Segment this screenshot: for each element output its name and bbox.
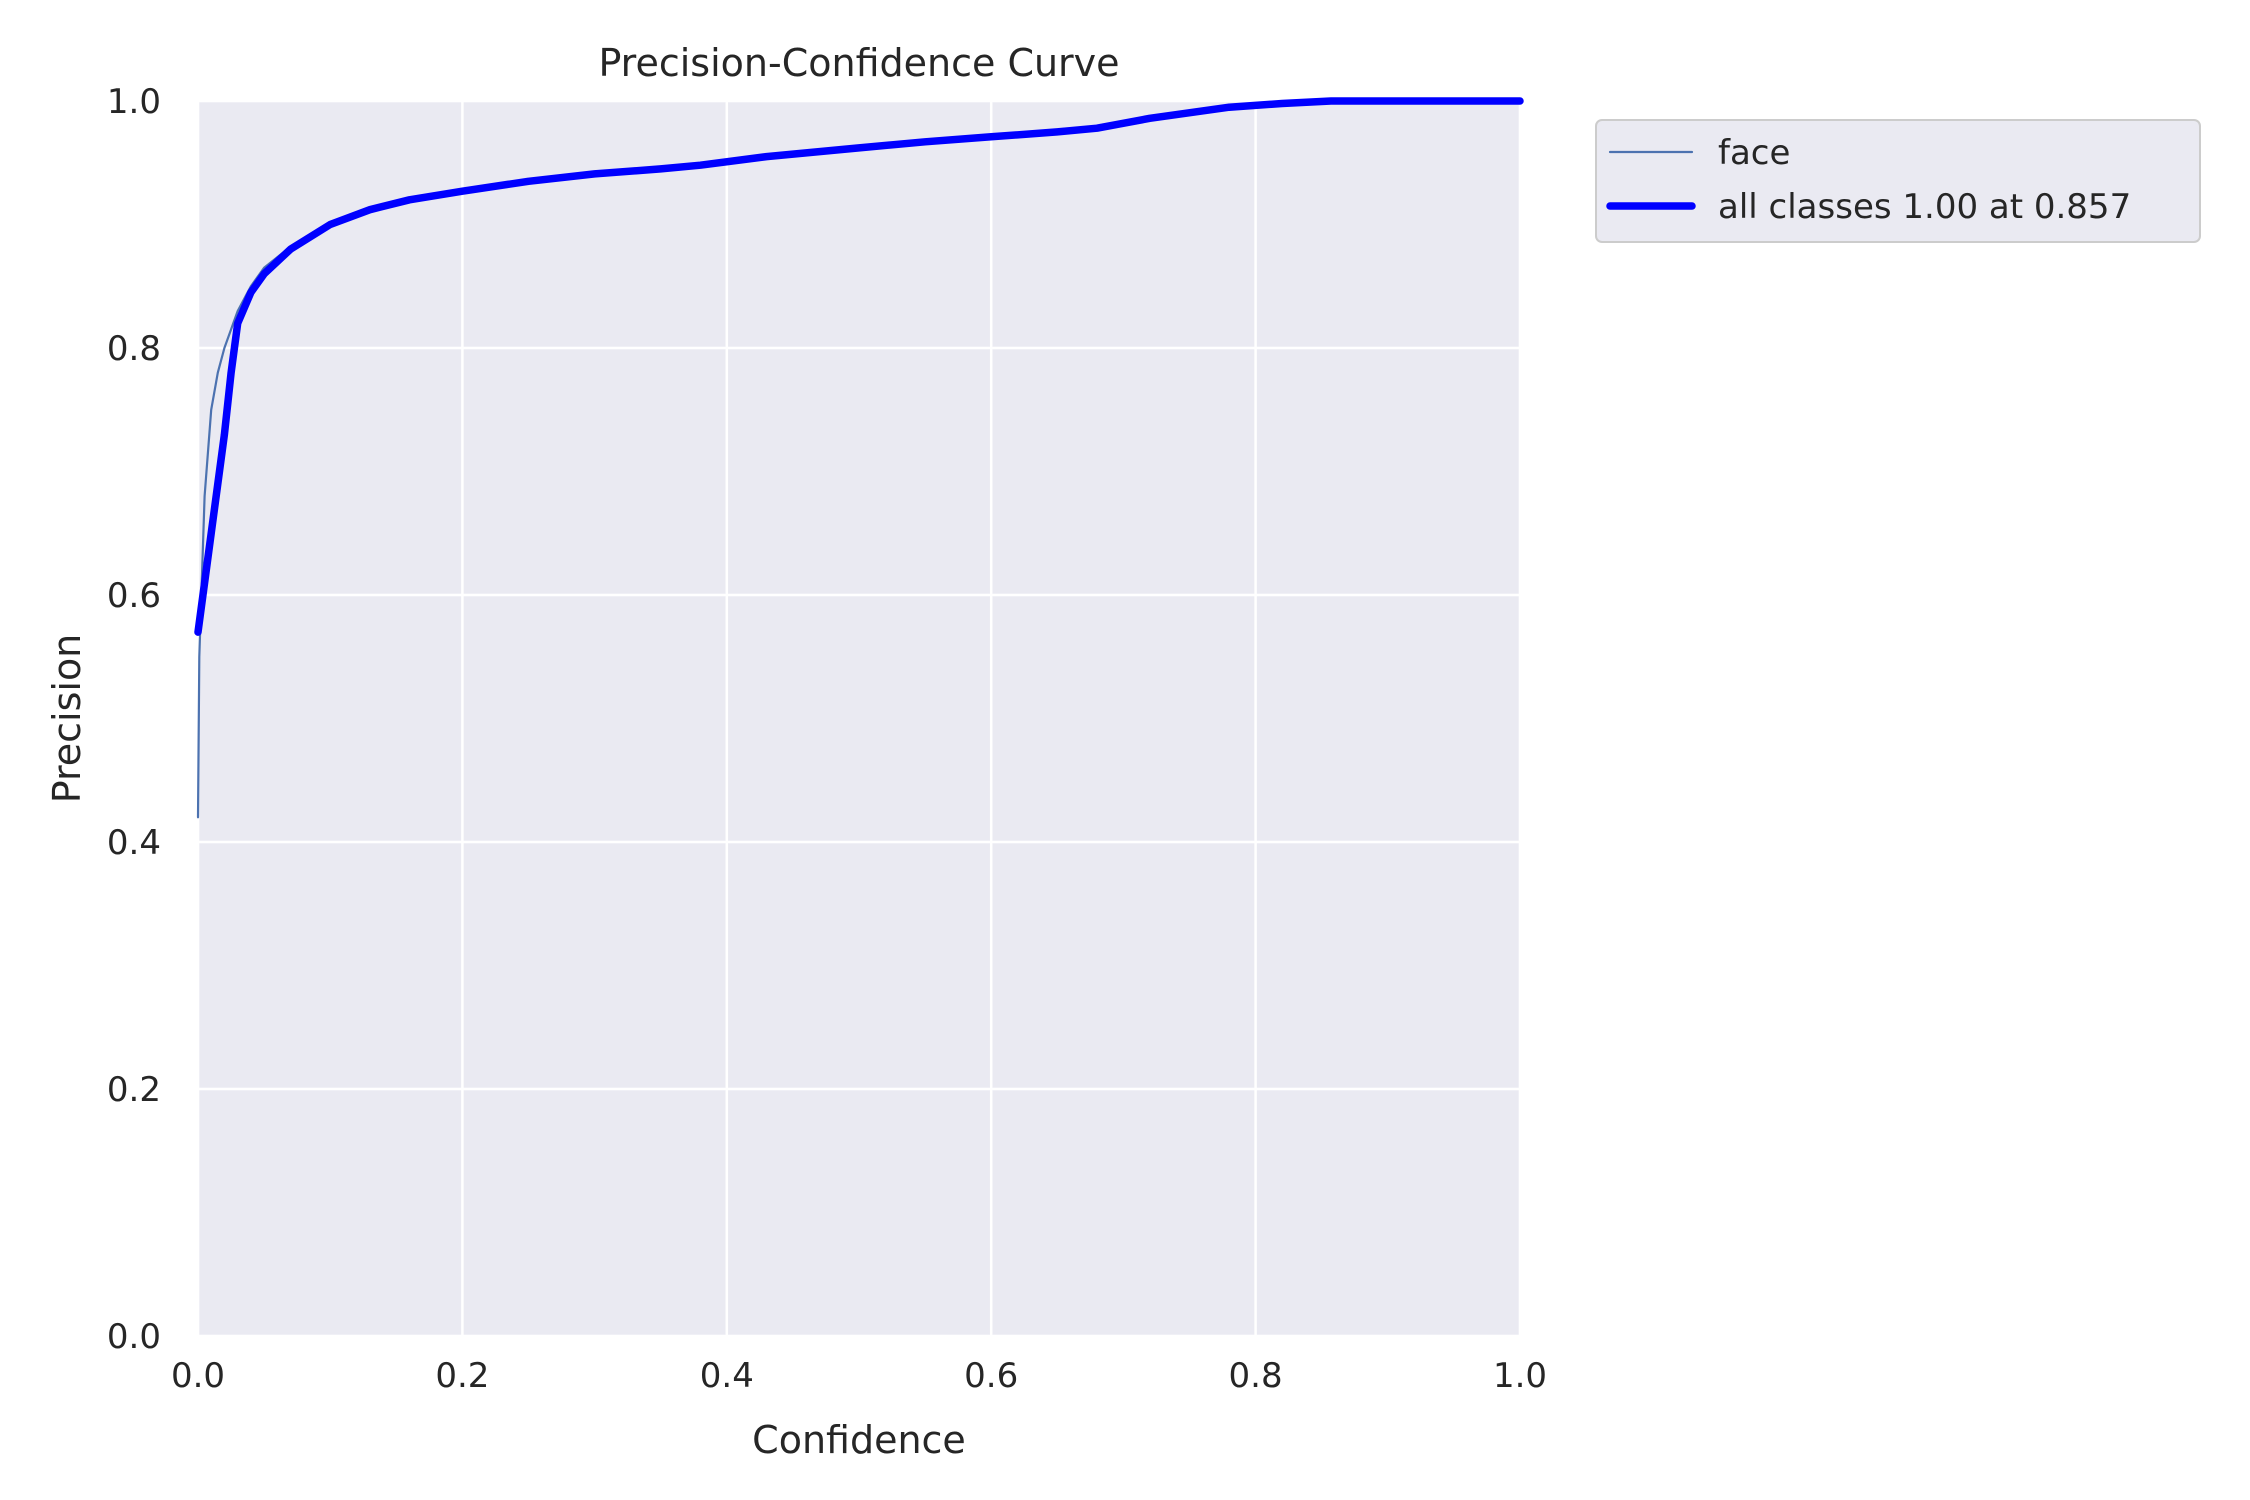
tick-labels: 0.0 0.2 0.4 0.6 0.8 1.0 0.0 0.2 0.4 0.6 0.8 1.0	[107, 82, 1547, 1396]
y-tick-label: 0.0	[107, 1317, 161, 1357]
x-tick-label: 0.0	[171, 1356, 225, 1396]
y-axis-label: Precision	[45, 634, 89, 804]
legend-label-face: face	[1718, 133, 1790, 173]
x-axis-label: Confidence	[752, 1418, 966, 1462]
legend-label-all-classes: all classes 1.00 at 0.857	[1718, 187, 2131, 227]
grid-lines	[196, 99, 1522, 1338]
legend: face all classes 1.00 at 0.857	[1595, 119, 2201, 243]
series-lines	[194, 97, 1524, 819]
x-tick-label: 0.2	[435, 1356, 489, 1396]
x-tick-label: 0.6	[964, 1356, 1018, 1396]
chart-title: Precision-Confidence Curve	[598, 41, 1119, 85]
y-tick-label: 0.4	[107, 823, 161, 863]
legend-box	[1595, 119, 2201, 243]
plot-background	[198, 101, 1520, 1336]
x-tick-label: 1.0	[1493, 1356, 1547, 1396]
y-tick-label: 0.8	[107, 329, 161, 369]
series-line-all-classes	[194, 97, 1524, 636]
x-tick-label: 0.8	[1229, 1356, 1283, 1396]
y-tick-label: 0.2	[107, 1070, 161, 1110]
x-tick-label: 0.4	[700, 1356, 754, 1396]
y-tick-label: 1.0	[107, 82, 161, 122]
y-tick-label: 0.6	[107, 576, 161, 616]
